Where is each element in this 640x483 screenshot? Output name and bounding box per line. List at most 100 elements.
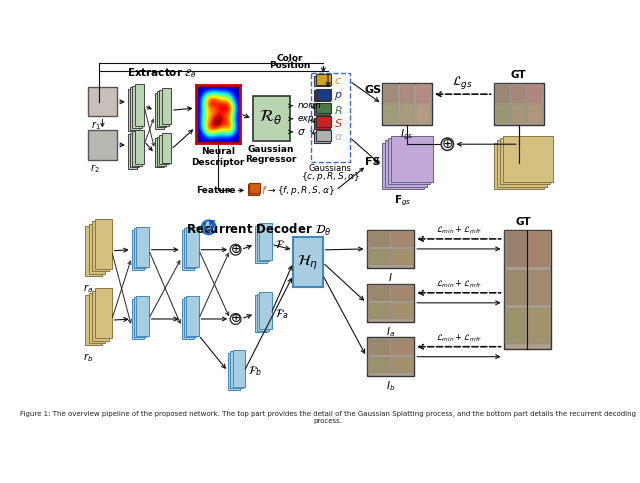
Text: FS: FS: [365, 157, 380, 167]
Circle shape: [202, 220, 216, 234]
Bar: [385, 141, 428, 186]
Bar: [528, 270, 550, 305]
Bar: [159, 135, 168, 164]
Text: $\oplus$: $\oplus$: [230, 243, 241, 256]
Bar: [416, 84, 431, 102]
Bar: [92, 221, 109, 271]
Bar: [500, 138, 550, 184]
Bar: [155, 93, 164, 129]
Circle shape: [230, 244, 241, 255]
Text: $\mathcal{L}_{min} + \mathcal{L}_{mfr}$: $\mathcal{L}_{min} + \mathcal{L}_{mfr}$: [436, 278, 482, 290]
Bar: [182, 230, 194, 270]
Bar: [184, 228, 196, 268]
Text: $I_b$: $I_b$: [386, 379, 395, 393]
Bar: [88, 293, 106, 343]
Bar: [383, 104, 398, 123]
Bar: [368, 303, 390, 319]
Bar: [228, 353, 240, 390]
Bar: [399, 104, 414, 123]
Bar: [391, 136, 433, 182]
Bar: [311, 73, 349, 162]
Text: Neural
Descriptor: Neural Descriptor: [191, 147, 244, 167]
Bar: [255, 226, 267, 263]
Bar: [314, 118, 330, 129]
Bar: [95, 288, 111, 338]
Bar: [367, 284, 414, 322]
Text: $\oplus$: $\oplus$: [230, 313, 241, 326]
Text: $\rightarrow\{f, p, R, S, \alpha\}$: $\rightarrow\{f, p, R, S, \alpha\}$: [266, 184, 335, 197]
Bar: [316, 116, 331, 127]
Bar: [92, 290, 109, 341]
Bar: [230, 351, 243, 388]
Bar: [314, 76, 330, 86]
Bar: [132, 85, 141, 128]
Bar: [367, 230, 414, 268]
Bar: [528, 308, 550, 343]
Bar: [250, 183, 260, 194]
Bar: [316, 130, 331, 141]
Bar: [157, 137, 166, 166]
Bar: [132, 299, 144, 339]
Bar: [391, 231, 413, 247]
Bar: [511, 84, 526, 102]
Bar: [159, 89, 168, 126]
Text: $p$: $p$: [334, 90, 343, 102]
Bar: [132, 131, 141, 166]
Text: $\oplus$: $\oplus$: [441, 137, 454, 151]
Text: ↺: ↺: [202, 218, 216, 236]
Text: $I_a$: $I_a$: [386, 325, 395, 339]
Bar: [232, 350, 245, 387]
Bar: [416, 104, 431, 123]
Bar: [130, 87, 140, 129]
Bar: [88, 130, 117, 159]
Bar: [505, 231, 527, 267]
Text: $f$: $f$: [261, 185, 268, 197]
Bar: [511, 104, 526, 123]
Text: $\mathcal{L}_{min} + \mathcal{L}_{mfr}$: $\mathcal{L}_{min} + \mathcal{L}_{mfr}$: [436, 224, 482, 236]
Bar: [88, 87, 117, 116]
Text: Figure 1: The overview pipeline of the proposed network. The top part provides t: Figure 1: The overview pipeline of the p…: [20, 411, 636, 424]
Bar: [134, 298, 147, 338]
Bar: [162, 133, 171, 163]
Bar: [255, 295, 267, 332]
Text: norm: norm: [297, 101, 321, 110]
Text: exp: exp: [297, 114, 314, 123]
Bar: [493, 83, 543, 125]
Bar: [368, 285, 390, 301]
Bar: [259, 292, 272, 329]
Text: $\,r_2$: $\,r_2$: [90, 163, 100, 175]
Bar: [86, 226, 102, 276]
Text: GT: GT: [511, 71, 526, 80]
Bar: [95, 219, 111, 269]
Bar: [128, 89, 137, 131]
Bar: [368, 357, 390, 373]
Text: Feature: Feature: [196, 186, 236, 195]
Bar: [157, 91, 166, 127]
Bar: [391, 285, 413, 301]
Bar: [316, 89, 331, 99]
Text: GS: GS: [365, 85, 382, 95]
Bar: [186, 296, 198, 336]
Bar: [248, 184, 259, 195]
Bar: [505, 308, 527, 343]
Bar: [130, 133, 140, 167]
Bar: [367, 338, 414, 376]
Text: $r_1$: $r_1$: [91, 120, 100, 132]
Text: Recurrent Decoder $\mathcal{D}_{\theta}$: Recurrent Decoder $\mathcal{D}_{\theta}$: [186, 222, 332, 238]
Text: $\mathcal{R}_{\theta}$: $\mathcal{R}_{\theta}$: [259, 107, 283, 126]
Bar: [155, 138, 164, 167]
Bar: [184, 298, 196, 338]
Bar: [314, 104, 330, 115]
Bar: [493, 142, 543, 189]
Bar: [257, 294, 269, 330]
Text: $\sigma$: $\sigma$: [297, 127, 306, 137]
Bar: [182, 299, 194, 339]
Bar: [391, 357, 413, 373]
Bar: [162, 88, 171, 124]
Bar: [134, 228, 147, 268]
Bar: [88, 224, 106, 273]
Text: $I_{gs}$: $I_{gs}$: [400, 128, 413, 142]
Bar: [293, 237, 323, 287]
Text: $r_a$: $r_a$: [83, 282, 93, 295]
Bar: [136, 227, 148, 267]
